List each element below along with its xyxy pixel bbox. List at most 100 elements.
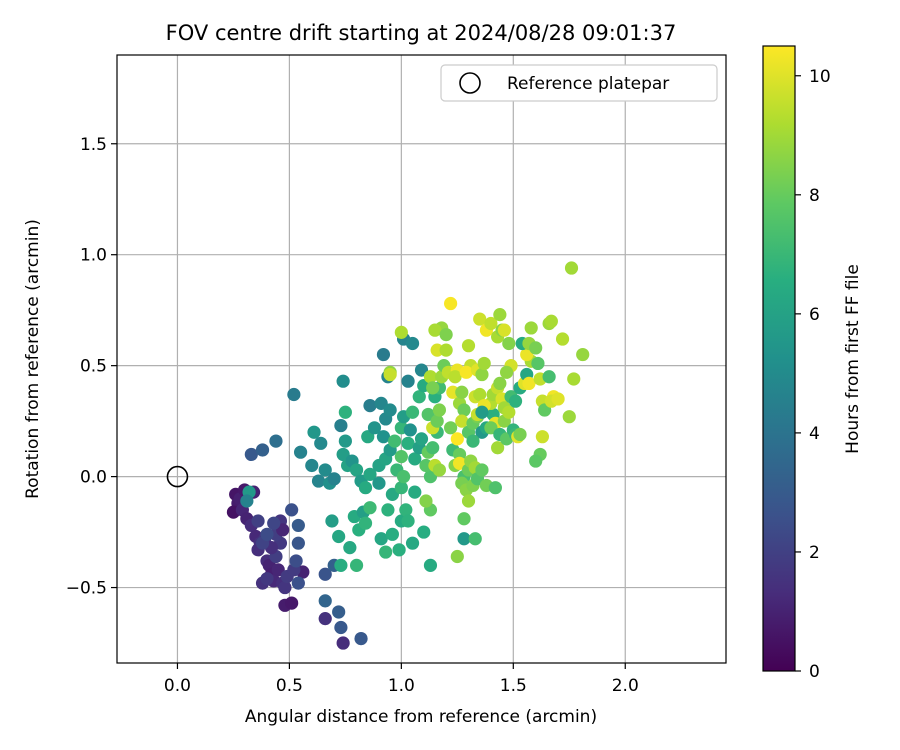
data-point [457, 403, 471, 417]
data-point [338, 434, 352, 448]
data-point [475, 367, 489, 382]
data-point [428, 323, 442, 337]
data-point [491, 441, 505, 455]
data-point [493, 308, 507, 322]
data-point [567, 372, 581, 386]
data-point [289, 554, 303, 568]
colorbar-tick-label: 10 [809, 67, 831, 87]
x-tick-label: 0.0 [164, 676, 191, 696]
data-point [473, 387, 487, 402]
data-point [349, 558, 364, 572]
plot-frame [116, 54, 727, 664]
data-point [493, 376, 507, 391]
data-point [423, 558, 438, 572]
colorbar-tick-label: 4 [809, 424, 820, 444]
data-point [334, 418, 348, 433]
data-point [318, 612, 332, 626]
data-point [383, 403, 397, 417]
data-point [311, 474, 326, 488]
data-point [374, 532, 388, 546]
data-point [432, 403, 447, 417]
legend-marker [459, 72, 481, 94]
data-point [325, 514, 339, 528]
data-point [381, 503, 395, 517]
data-point [336, 636, 350, 650]
data-point [278, 580, 292, 595]
data-point [439, 343, 453, 357]
data-point [363, 467, 377, 481]
data-point [426, 441, 440, 455]
grid-lines [117, 55, 726, 663]
colorbar-label: Hours from first FF file [843, 264, 863, 454]
y-axis-label: Rotation from reference (arcmin) [23, 219, 43, 499]
y-tick-label: 0.0 [80, 468, 107, 488]
data-point [508, 394, 523, 408]
data-point [285, 596, 299, 610]
data-point [461, 494, 476, 508]
legend: Reference platepar [440, 64, 718, 102]
data-point [343, 541, 357, 555]
data-point [372, 476, 386, 490]
data-point [327, 472, 341, 486]
data-point [468, 532, 482, 546]
data-point [399, 503, 413, 517]
data-point [444, 421, 458, 435]
data-point [455, 414, 469, 428]
data-point [405, 405, 420, 419]
data-point [555, 332, 570, 346]
x-axis-ticks: 0.0 0.5 1.0 1.5 2.0 [164, 663, 639, 696]
data-point [403, 423, 417, 437]
data-point [267, 516, 281, 530]
colorbar-ticks: 0 2 4 6 8 10 [795, 67, 831, 682]
data-point [419, 494, 433, 508]
data-point [383, 367, 397, 382]
data-point [394, 325, 408, 339]
data-point [334, 558, 348, 572]
data-point [260, 572, 274, 586]
data-point [367, 421, 382, 435]
data-point [405, 336, 420, 351]
data-point [542, 370, 556, 384]
data-point [287, 387, 301, 402]
data-point [513, 427, 527, 442]
colorbar-gradient [762, 45, 796, 672]
data-point [394, 481, 408, 495]
data-point [551, 392, 565, 406]
data-point [457, 512, 471, 526]
colorbar-tick-label: 6 [809, 305, 820, 325]
data-point [260, 527, 274, 541]
data-point [305, 458, 319, 473]
data-point [307, 425, 321, 439]
data-point [396, 470, 411, 484]
x-tick-label: 1.5 [500, 676, 527, 696]
y-tick-label: 1.0 [80, 246, 107, 266]
data-point [430, 414, 444, 428]
data-point [376, 430, 391, 444]
data-point [332, 605, 346, 619]
reference-marker [166, 465, 189, 488]
y-tick-label: −0.5 [66, 579, 107, 599]
data-point [439, 327, 453, 342]
data-point [497, 323, 511, 337]
chart-title: FOV centre drift starting at 2024/08/28 … [166, 21, 677, 45]
data-point [562, 410, 576, 424]
data-point [475, 463, 489, 477]
data-point [401, 436, 415, 450]
data-point [392, 543, 406, 557]
data-point [475, 405, 489, 419]
data-point [354, 631, 368, 646]
data-point [408, 452, 422, 466]
data-point [408, 485, 422, 499]
data-point [544, 314, 558, 328]
data-point [459, 365, 473, 379]
data-point [376, 347, 391, 362]
data-point [318, 567, 332, 581]
data-point [450, 549, 464, 564]
data-point [255, 443, 270, 457]
data-point [531, 356, 545, 371]
data-point [251, 514, 265, 528]
data-point [405, 536, 420, 550]
data-point [244, 447, 258, 462]
